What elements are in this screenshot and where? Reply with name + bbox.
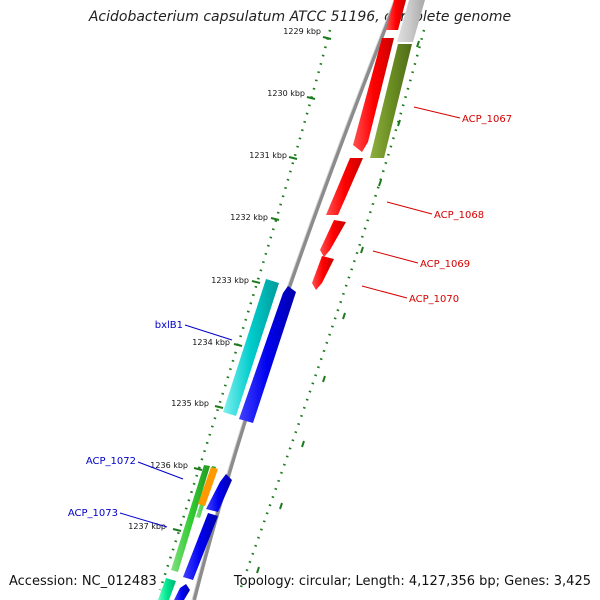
topology-text: Topology: circular; Length: 4,127,356 bp… — [233, 574, 591, 589]
gene-label-acp-1067[interactable]: ACP_1067 — [462, 114, 512, 125]
leader-line-acp-1069 — [372, 250, 419, 264]
gene-acp-1073[interactable] — [183, 513, 218, 580]
gene-label-acp-1072[interactable]: ACP_1072 — [86, 456, 136, 467]
gene-label-acp-1068[interactable]: ACP_1068 — [434, 210, 484, 221]
ruler-dots-outer — [238, 29, 426, 591]
leader-line-acp-1067 — [413, 106, 461, 119]
ruler-tick-label: 1229 kbp — [283, 27, 321, 36]
gene-acp-1068[interactable] — [353, 38, 394, 152]
gene-label-bxlb1[interactable]: bxlB1 — [155, 320, 183, 331]
ruler-tick-label: 1231 kbp — [249, 151, 287, 160]
gene-blue-bottom[interactable] — [174, 584, 190, 600]
gene-label-acp-1073[interactable]: ACP_1073 — [68, 508, 118, 519]
leader-line-acp-1072 — [137, 461, 184, 480]
ruler-dots-inner — [158, 29, 332, 591]
gene-acp-1070-a[interactable] — [320, 220, 346, 257]
ruler-tick-label: 1237 kbp — [128, 522, 166, 531]
gene-acp-1069[interactable] — [326, 158, 363, 215]
gene-acp-1070-b[interactable] — [312, 256, 334, 290]
ruler-tick-label: 1236 kbp — [150, 461, 188, 470]
accession-text: Accession: NC_012483 — [9, 574, 157, 589]
ruler-tick-label: 1234 kbp — [192, 338, 230, 347]
ruler-ticks-inner — [172, 36, 332, 532]
leader-line-acp-1073 — [119, 512, 168, 528]
ruler-tick-label: 1230 kbp — [267, 89, 305, 98]
leader-line-acp-1068 — [386, 201, 433, 215]
gene-label-acp-1069[interactable]: ACP_1069 — [420, 259, 470, 270]
gene-acp-1067[interactable] — [370, 44, 412, 158]
gene-partial-grey[interactable] — [397, 0, 425, 42]
gene-acp-1071-blue[interactable] — [239, 286, 296, 423]
gene-teal-bottom[interactable] — [158, 578, 176, 600]
gene-blue-small[interactable] — [206, 474, 232, 512]
ruler-tick-label: 1232 kbp — [230, 213, 268, 222]
gene-orange-small[interactable] — [198, 467, 218, 506]
gene-label-acp-1070[interactable]: ACP_1070 — [409, 294, 459, 305]
gene-bxlb1[interactable] — [223, 279, 279, 416]
leader-line-bxlb1 — [184, 324, 233, 341]
gene-acp-1072[interactable] — [171, 465, 210, 572]
ruler-tick-label: 1235 kbp — [171, 399, 209, 408]
ruler-tick-label: 1233 kbp — [211, 276, 249, 285]
leader-line-acp-1070 — [361, 285, 408, 299]
gene-partial-red-top[interactable] — [386, 0, 406, 30]
ruler-ticks-outer — [256, 40, 420, 574]
